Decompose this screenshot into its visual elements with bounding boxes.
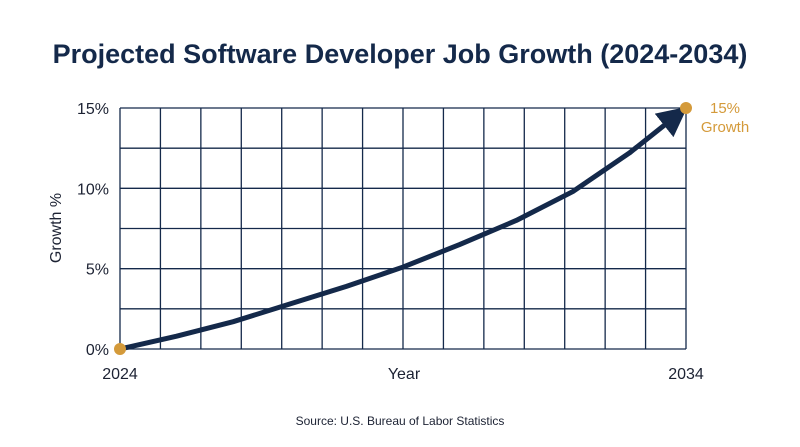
grid [119,107,687,350]
x-tick-label: 2024 [102,366,138,383]
chart-title: Projected Software Developer Job Growth … [53,39,748,69]
x-tick-label: 2034 [668,366,704,383]
end-point-marker [680,102,692,114]
y-tick-label: 15% [77,101,109,118]
growth-trend-line [117,106,688,352]
y-axis-label: Growth % [48,193,65,263]
y-tick-label: 5% [86,262,109,279]
x-axis-label: Year [388,366,421,383]
growth-annotation-label: Growth [701,119,749,136]
growth-annotation-value: 15% [710,100,740,117]
y-tick-label: 0% [86,342,109,359]
series-layer [114,102,692,355]
y-tick-label: 10% [77,181,109,198]
start-point-marker [114,343,126,355]
tick-labels: 0% 5% 10% 15% 2024 2034 [77,101,704,383]
source-note: Source: U.S. Bureau of Labor Statistics [296,414,505,428]
